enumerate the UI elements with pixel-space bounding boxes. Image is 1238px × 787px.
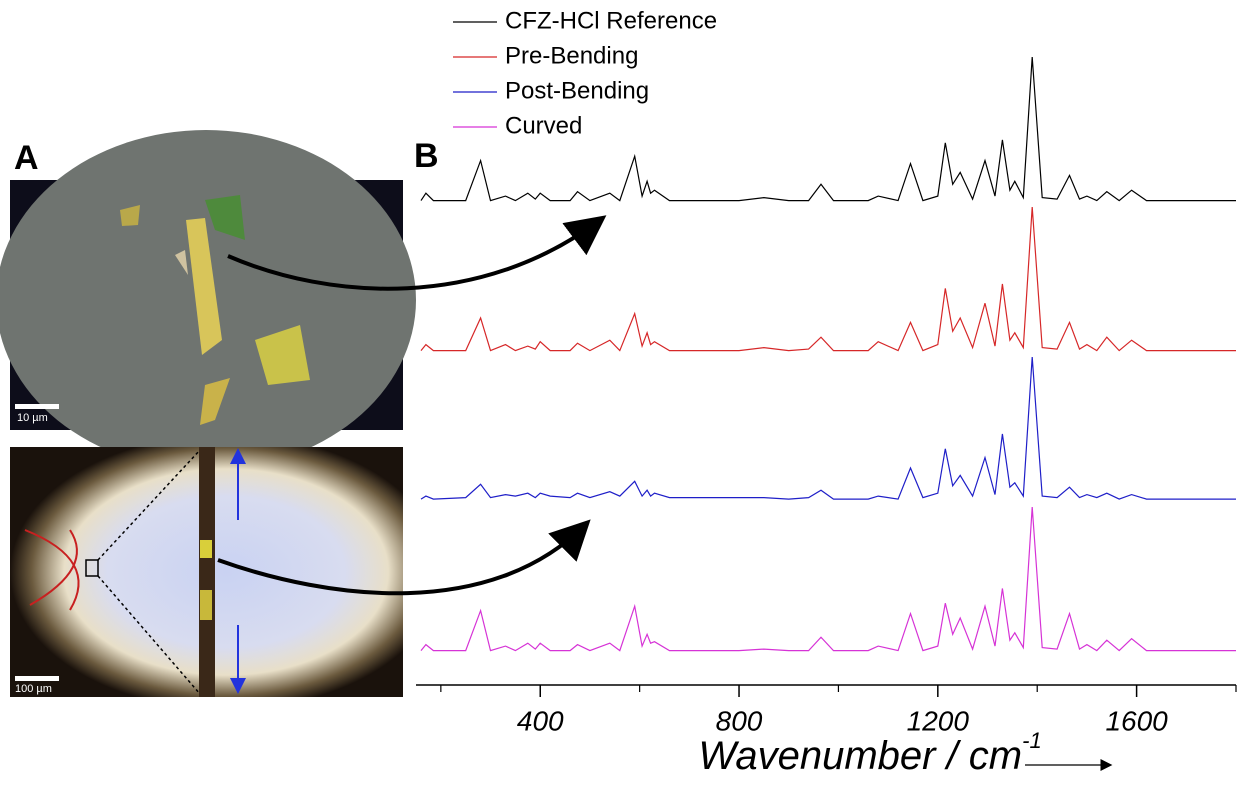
micrograph-top: 10 µm	[0, 130, 416, 470]
spectrum	[420, 56, 1236, 202]
legend-label: Pre-Bending	[505, 42, 638, 69]
x-tick-label: 400	[517, 705, 564, 736]
x-tick-label: 1200	[907, 705, 970, 736]
legend-label: Curved	[505, 112, 582, 139]
legend-label: CFZ-HCl Reference	[505, 7, 717, 34]
arrow	[227, 215, 607, 291]
x-tick-label: 1600	[1105, 705, 1168, 736]
panel-label: A	[14, 139, 39, 177]
scale-bar-label: 100 µm	[15, 683, 52, 695]
x-tick-label: 800	[716, 705, 763, 736]
spectrum	[420, 506, 1236, 652]
panel-label: B	[414, 137, 439, 175]
arrow	[217, 519, 591, 596]
spectrum	[420, 356, 1236, 500]
x-axis-title-sup: -1	[1022, 728, 1042, 753]
scale-bar-label: 10 µm	[17, 412, 48, 424]
spectrum	[420, 206, 1236, 352]
x-axis-title-text: Wavenumber / cm	[698, 734, 1022, 778]
x-axis-title: Wavenumber / cm-1	[698, 728, 1041, 778]
micrograph-bottom: 100 µm	[10, 447, 403, 697]
legend-label: Post-Bending	[505, 77, 649, 104]
